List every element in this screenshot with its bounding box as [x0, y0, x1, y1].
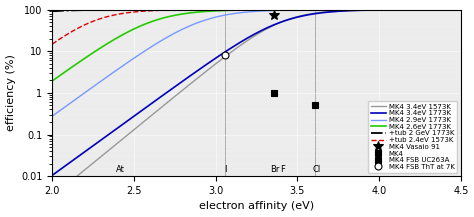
+tub 2.4eV 1573K	[359, 8, 365, 11]
+tub 2 GeV 1773K	[49, 10, 55, 13]
+tub 2 GeV 1773K	[287, 8, 292, 11]
Legend: MK4 3.4eV 1573K, MK4 3.4eV 1773K, MK4 2.9eV 1773K, MK4 2.6eV 1773K, +tub 2 GeV 1: MK4 3.4eV 1573K, MK4 3.4eV 1773K, MK4 2.…	[368, 101, 457, 173]
+tub 2.4eV 1573K	[401, 8, 407, 11]
Line: MK4 3.4eV 1773K: MK4 3.4eV 1773K	[52, 10, 461, 175]
MK4 2.9eV 1773K	[458, 8, 464, 11]
+tub 2 GeV 1773K	[458, 8, 464, 11]
MK4 3.4eV 1573K	[310, 12, 315, 15]
+tub 2.4eV 1573K	[458, 8, 464, 11]
+tub 2 GeV 1773K	[310, 8, 315, 11]
Text: At: At	[117, 165, 125, 174]
MK4 2.9eV 1773K	[310, 8, 315, 11]
Line: MK4 3.4eV 1573K: MK4 3.4eV 1573K	[52, 10, 461, 196]
MK4 2.6eV 1773K	[359, 8, 365, 11]
+tub 2 GeV 1773K	[359, 8, 365, 11]
Text: I: I	[224, 165, 227, 174]
MK4 3.4eV 1773K	[310, 13, 315, 15]
MK4 2.6eV 1773K	[401, 8, 407, 11]
+tub 2.4eV 1573K	[74, 27, 80, 30]
MK4 3.4eV 1773K	[401, 8, 407, 11]
MK4 3.4eV 1773K	[458, 8, 464, 11]
+tub 2 GeV 1773K	[401, 8, 407, 11]
Text: F: F	[280, 165, 285, 174]
MK4 3.4eV 1573K	[287, 18, 292, 20]
MK4 2.9eV 1773K	[297, 8, 303, 11]
+tub 2.4eV 1573K	[287, 8, 292, 11]
MK4 2.6eV 1773K	[310, 8, 315, 11]
Line: +tub 2.4eV 1573K: +tub 2.4eV 1573K	[52, 10, 461, 44]
+tub 2.4eV 1573K	[49, 43, 55, 45]
MK4 3.4eV 1573K	[74, 175, 80, 177]
MK4 3.4eV 1773K	[287, 18, 292, 21]
X-axis label: electron affinity (eV): electron affinity (eV)	[199, 201, 314, 211]
+tub 2 GeV 1773K	[74, 9, 80, 12]
+tub 2.4eV 1573K	[297, 8, 303, 11]
Line: +tub 2 GeV 1773K: +tub 2 GeV 1773K	[52, 10, 461, 11]
MK4 3.4eV 1573K	[49, 195, 55, 198]
MK4 3.4eV 1573K	[359, 9, 365, 11]
MK4 2.9eV 1773K	[74, 97, 80, 99]
Y-axis label: efficiency (%): efficiency (%)	[6, 54, 16, 131]
Line: MK4 2.9eV 1773K: MK4 2.9eV 1773K	[52, 10, 461, 116]
+tub 2.4eV 1573K	[310, 8, 315, 11]
MK4 3.4eV 1773K	[297, 15, 303, 18]
Line: MK4 2.6eV 1773K: MK4 2.6eV 1773K	[52, 10, 461, 81]
MK4 2.9eV 1773K	[401, 8, 407, 11]
MK4 2.6eV 1773K	[74, 62, 80, 65]
MK4 2.6eV 1773K	[49, 80, 55, 82]
MK4 2.9eV 1773K	[287, 9, 292, 11]
MK4 3.4eV 1573K	[458, 8, 464, 11]
MK4 3.4eV 1573K	[401, 8, 407, 11]
MK4 2.9eV 1773K	[359, 8, 365, 11]
MK4 3.4eV 1773K	[74, 156, 80, 158]
MK4 2.6eV 1773K	[458, 8, 464, 11]
MK4 2.6eV 1773K	[297, 8, 303, 11]
MK4 3.4eV 1573K	[297, 15, 303, 17]
+tub 2 GeV 1773K	[297, 8, 303, 11]
MK4 3.4eV 1773K	[359, 9, 365, 12]
Text: Cl: Cl	[313, 165, 321, 174]
MK4 3.4eV 1773K	[49, 174, 55, 177]
MK4 2.6eV 1773K	[287, 8, 292, 11]
Text: Br: Br	[270, 165, 279, 174]
MK4 2.9eV 1773K	[49, 115, 55, 117]
